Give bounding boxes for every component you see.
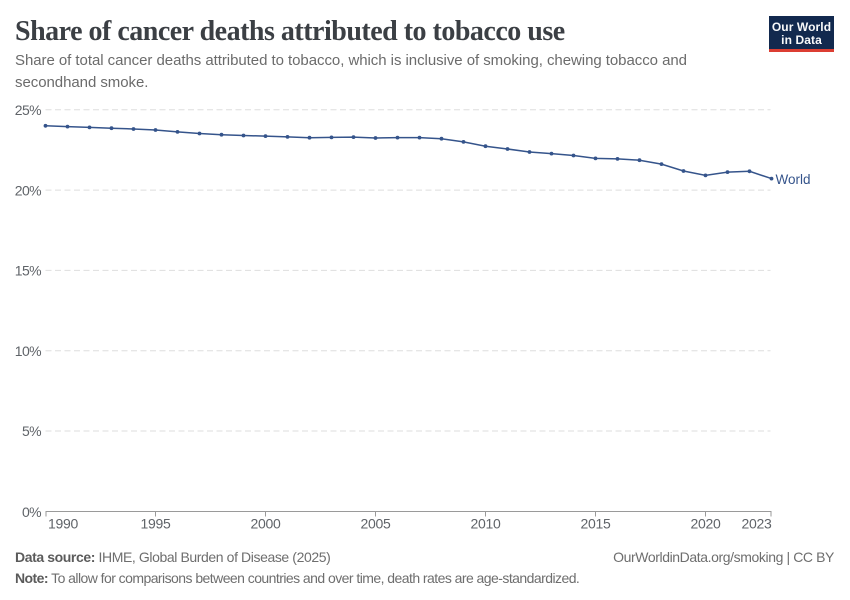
- svg-text:2010: 2010: [471, 515, 501, 531]
- svg-text:1990: 1990: [48, 515, 78, 531]
- svg-text:5%: 5%: [22, 423, 41, 439]
- svg-text:2005: 2005: [361, 515, 391, 531]
- svg-text:15%: 15%: [15, 263, 41, 279]
- svg-text:20%: 20%: [15, 182, 41, 198]
- svg-text:10%: 10%: [15, 343, 41, 359]
- svg-text:2020: 2020: [691, 515, 721, 531]
- svg-text:0%: 0%: [22, 504, 41, 520]
- svg-text:2000: 2000: [251, 515, 281, 531]
- svg-text:1995: 1995: [141, 515, 171, 531]
- svg-text:2023: 2023: [742, 515, 772, 531]
- svg-text:25%: 25%: [15, 102, 41, 118]
- svg-text:World: World: [776, 172, 811, 187]
- svg-text:2015: 2015: [581, 515, 611, 531]
